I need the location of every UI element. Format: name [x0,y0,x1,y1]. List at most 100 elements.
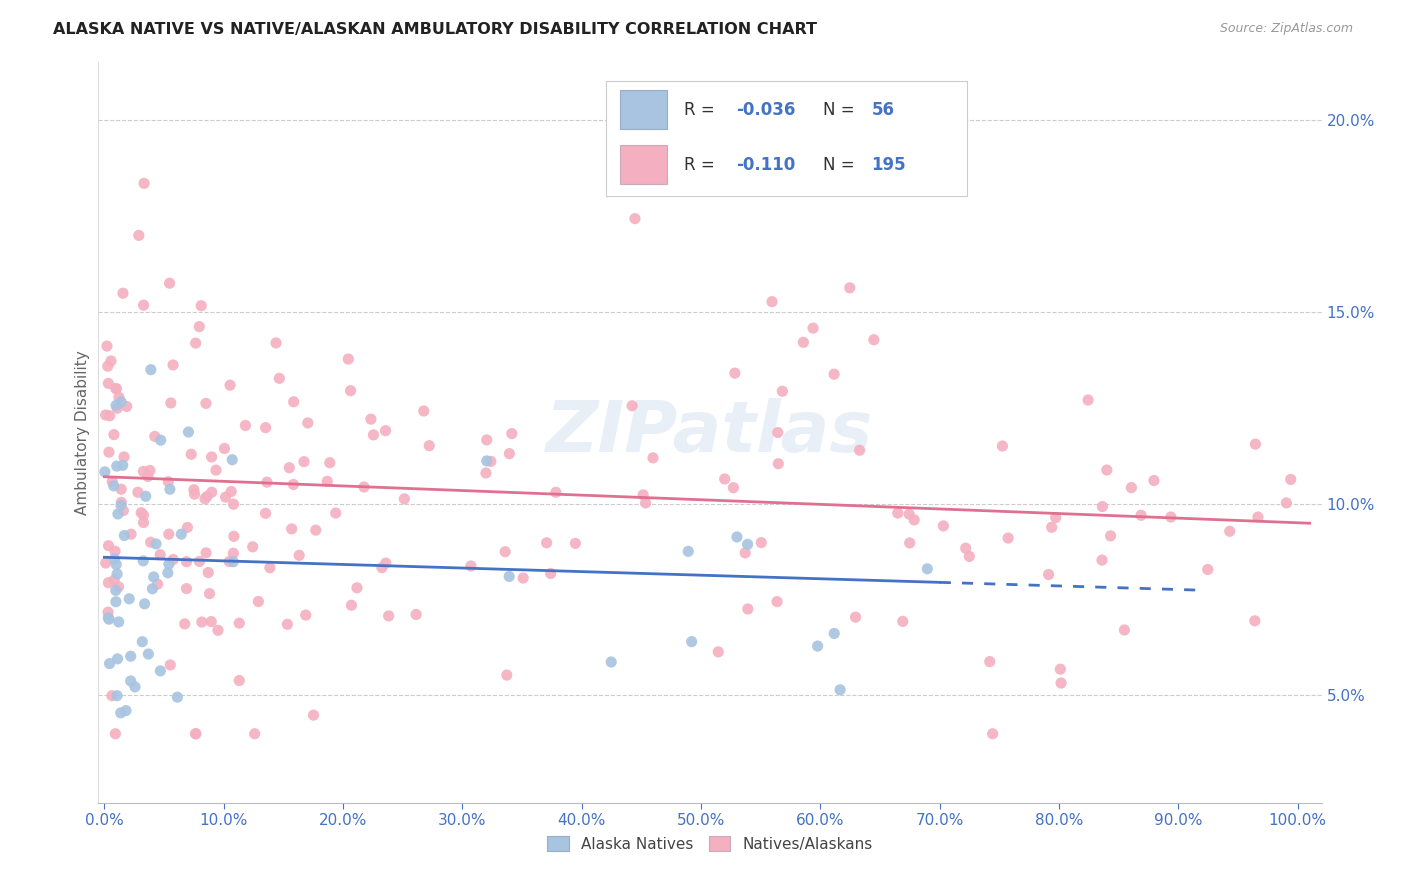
Point [188,554,211,568]
Point [98,612,121,626]
Point [405,607,427,622]
Point [830,682,852,697]
Point [256,475,278,490]
Point [110,395,132,409]
Point [105,558,128,572]
Point [891,615,914,629]
Point [157,557,180,571]
Point [1130,508,1153,523]
Point [898,507,921,521]
Point [479,454,502,468]
Point [1040,520,1063,534]
Point [98,657,121,671]
Point [316,475,339,489]
Text: ALASKA NATIVE VS NATIVE/ALASKAN AMBULATORY DISABILITY CORRELATION CHART: ALASKA NATIVE VS NATIVE/ALASKAN AMBULATO… [53,22,817,37]
Point [302,708,325,723]
Point [770,384,793,399]
Point [103,573,125,587]
Point [319,456,342,470]
Point [195,490,218,504]
Point [294,608,316,623]
Point [768,457,790,471]
Point [104,727,127,741]
Point [98,409,121,423]
Point [107,615,129,629]
Point [360,412,382,426]
Point [475,433,498,447]
Point [105,401,128,416]
Point [801,321,824,335]
Point [177,425,200,439]
Point [1077,392,1099,407]
Point [460,558,482,573]
Point [283,394,305,409]
Point [146,577,169,591]
Point [132,464,155,478]
Point [737,602,759,616]
Point [792,335,814,350]
Point [110,706,132,720]
Point [724,366,747,380]
Point [194,396,217,410]
Point [214,490,236,504]
Point [418,439,440,453]
Y-axis label: Ambulatory Disability: Ambulatory Disability [75,351,90,515]
Point [903,513,925,527]
Point [103,479,125,493]
Point [132,516,155,530]
Point [280,522,302,536]
Point [494,545,516,559]
Point [723,481,745,495]
Point [112,528,135,542]
Point [228,673,250,688]
Point [243,727,266,741]
Point [631,488,654,502]
Point [1197,562,1219,576]
Point [104,583,127,598]
Point [170,527,193,541]
Point [111,458,134,473]
Point [136,469,159,483]
Point [132,554,155,568]
Point [1219,524,1241,539]
Point [135,489,157,503]
Point [374,424,396,438]
Point [412,404,434,418]
Point [288,549,311,563]
Point [495,668,517,682]
Point [283,477,305,491]
Point [120,673,142,688]
Point [292,455,315,469]
Point [1049,662,1071,676]
Point [139,362,162,376]
Point [132,177,155,191]
Point [118,591,141,606]
Point [134,597,156,611]
Point [94,556,117,570]
Point [544,485,567,500]
Point [807,639,830,653]
Point [1038,567,1060,582]
Point [339,384,361,398]
Point [128,228,150,243]
Point [157,527,180,541]
Point [97,376,120,391]
Point [184,727,207,741]
Point [475,454,498,468]
Point [97,611,120,625]
Point [105,459,128,474]
Point [254,506,277,520]
Point [110,482,132,496]
Point [997,531,1019,545]
Point [394,491,416,506]
Point [97,359,120,374]
Point [564,536,586,550]
Point [222,497,245,511]
Point [188,319,211,334]
Point [363,428,385,442]
Point [235,418,257,433]
Point [166,690,188,705]
Point [848,443,870,458]
Point [139,535,162,549]
Point [621,399,644,413]
